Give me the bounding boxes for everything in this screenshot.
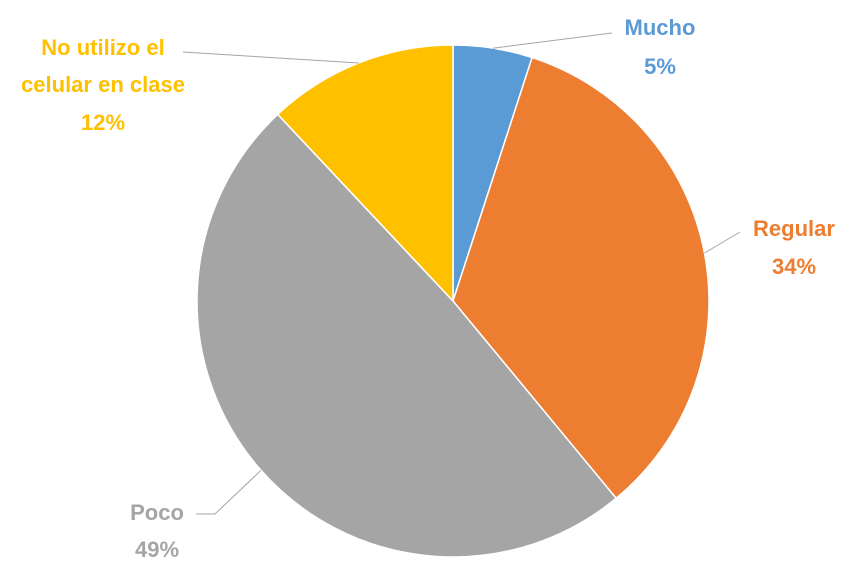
pie-slice-regular (452, 56, 710, 500)
leader-line-mucho (492, 32, 613, 49)
leader-line-no-utilizo (182, 51, 359, 64)
slice-percent-mucho: 5% (644, 54, 676, 79)
data-labels: Mucho 5% Regular 34% Poco 49% No utilizo… (21, 15, 835, 562)
slice-percent-poco: 49% (135, 537, 179, 562)
slice-percent-no-utilizo: 12% (81, 110, 125, 135)
slice-label-mucho: Mucho (625, 15, 696, 40)
leader-line-regular (704, 231, 741, 254)
slice-percent-regular: 34% (772, 254, 816, 279)
pie-slice-poco (196, 113, 618, 558)
slice-label-no-utilizo-line1: No utilizo el (41, 35, 164, 60)
pie-slices (196, 44, 710, 558)
slice-label-no-utilizo-line2: celular en clase (21, 72, 185, 97)
slice-label-poco: Poco (130, 500, 184, 525)
leader-lines (182, 32, 741, 515)
leader-line-poco (196, 469, 262, 515)
slice-label-regular: Regular (753, 216, 835, 241)
